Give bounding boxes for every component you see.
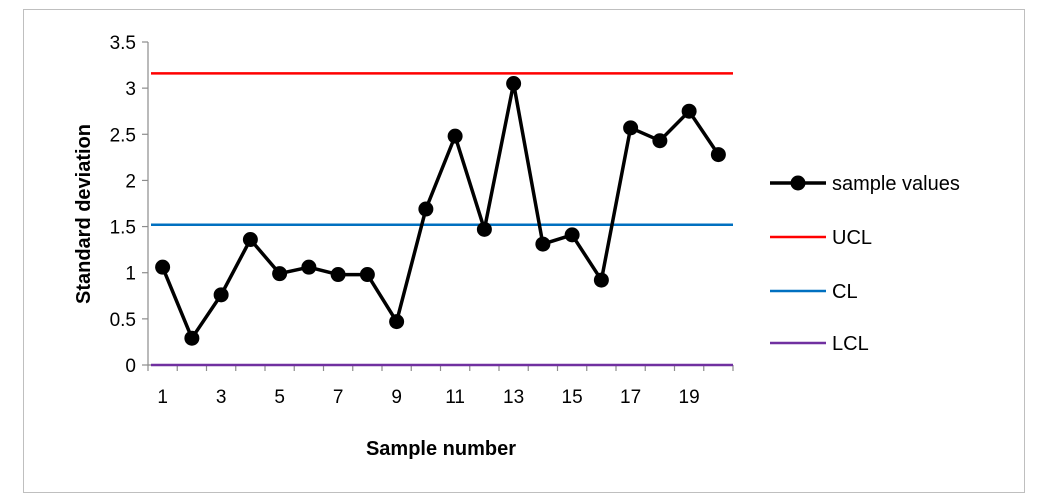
legend-item: LCL xyxy=(770,333,869,355)
y-tick-label: 2 xyxy=(125,171,136,192)
data-point xyxy=(184,330,200,346)
data-point xyxy=(389,314,405,330)
legend-label: UCL xyxy=(832,227,872,249)
x-tick-label: 7 xyxy=(333,387,344,408)
x-tick-label: 17 xyxy=(620,387,641,408)
y-tick-label: 1 xyxy=(125,264,136,285)
series-layer xyxy=(155,76,726,346)
x-tick-label: 15 xyxy=(562,387,583,408)
legend-item: CL xyxy=(770,281,858,303)
y-tick-label: 3 xyxy=(125,79,136,100)
legend-label: sample values xyxy=(832,173,960,195)
data-point xyxy=(476,221,492,237)
legend: sample values UCL CL LCL xyxy=(770,173,960,355)
data-point xyxy=(506,76,522,92)
y-axis-title: Standard deviation xyxy=(73,124,95,304)
data-point xyxy=(681,103,697,119)
y-tick-label: 1.5 xyxy=(110,218,136,239)
y-tick-label: 0 xyxy=(125,356,136,377)
data-point xyxy=(652,133,668,149)
axes: 00.511.522.533.51 3 5 7 9 11 13 15 17 19 xyxy=(110,33,734,408)
data-point xyxy=(535,236,551,252)
legend-item: sample values xyxy=(770,173,960,195)
data-point xyxy=(242,231,258,247)
chart-svg: 00.511.522.533.51 3 5 7 9 11 13 15 17 19 Sample n… xyxy=(73,33,960,460)
data-point xyxy=(359,267,375,283)
data-point xyxy=(213,287,229,303)
x-tick-label: 13 xyxy=(503,387,524,408)
legend-swatch-marker xyxy=(790,175,806,191)
sample-values-line xyxy=(160,81,720,340)
data-point xyxy=(301,259,317,275)
data-point xyxy=(593,272,609,288)
chart-frame: 0 0.5 1 1.5 2 2.5 3 3.5 1 3 5 7 9 11 13 15 17 19 Sample n… xyxy=(23,9,1025,493)
x-tick-label: 11 xyxy=(445,387,465,408)
x-axis-title: Sample number xyxy=(366,438,516,460)
data-point xyxy=(564,227,580,243)
x-tick-label: 5 xyxy=(274,387,285,408)
data-point xyxy=(447,128,463,144)
data-point xyxy=(330,267,346,283)
y-tick-label: 2.5 xyxy=(110,125,136,146)
x-tick-label: 19 xyxy=(679,387,700,408)
data-point xyxy=(623,120,639,136)
y-tick-label: 0.5 xyxy=(110,310,136,331)
x-tick-label: 3 xyxy=(216,387,227,408)
data-point xyxy=(272,266,288,282)
x-tick-label: 9 xyxy=(391,387,402,408)
reference-lines xyxy=(151,72,733,367)
y-tick-label: 3.5 xyxy=(110,33,136,54)
x-tick-label: 1 xyxy=(157,387,168,408)
legend-label: LCL xyxy=(832,333,869,355)
data-point xyxy=(710,147,726,163)
data-point xyxy=(155,259,171,275)
data-point xyxy=(418,201,434,217)
legend-label: CL xyxy=(832,281,858,303)
legend-item: UCL xyxy=(770,227,872,249)
